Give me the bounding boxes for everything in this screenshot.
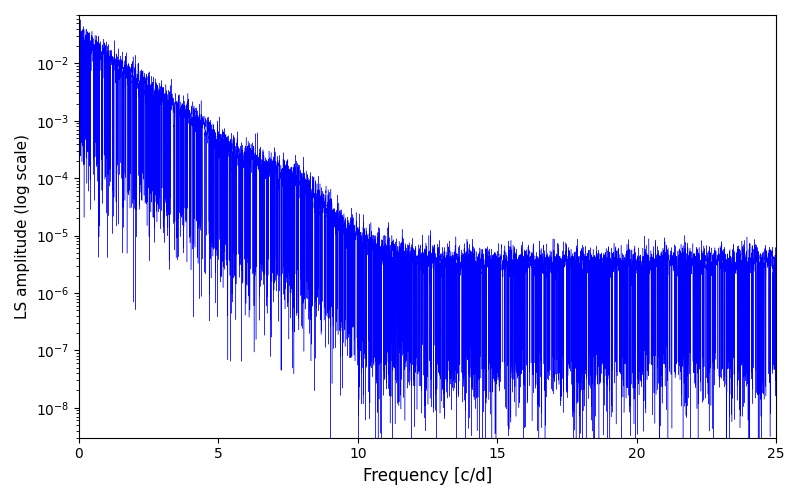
Y-axis label: LS amplitude (log scale): LS amplitude (log scale) xyxy=(15,134,30,319)
X-axis label: Frequency [c/d]: Frequency [c/d] xyxy=(363,467,492,485)
